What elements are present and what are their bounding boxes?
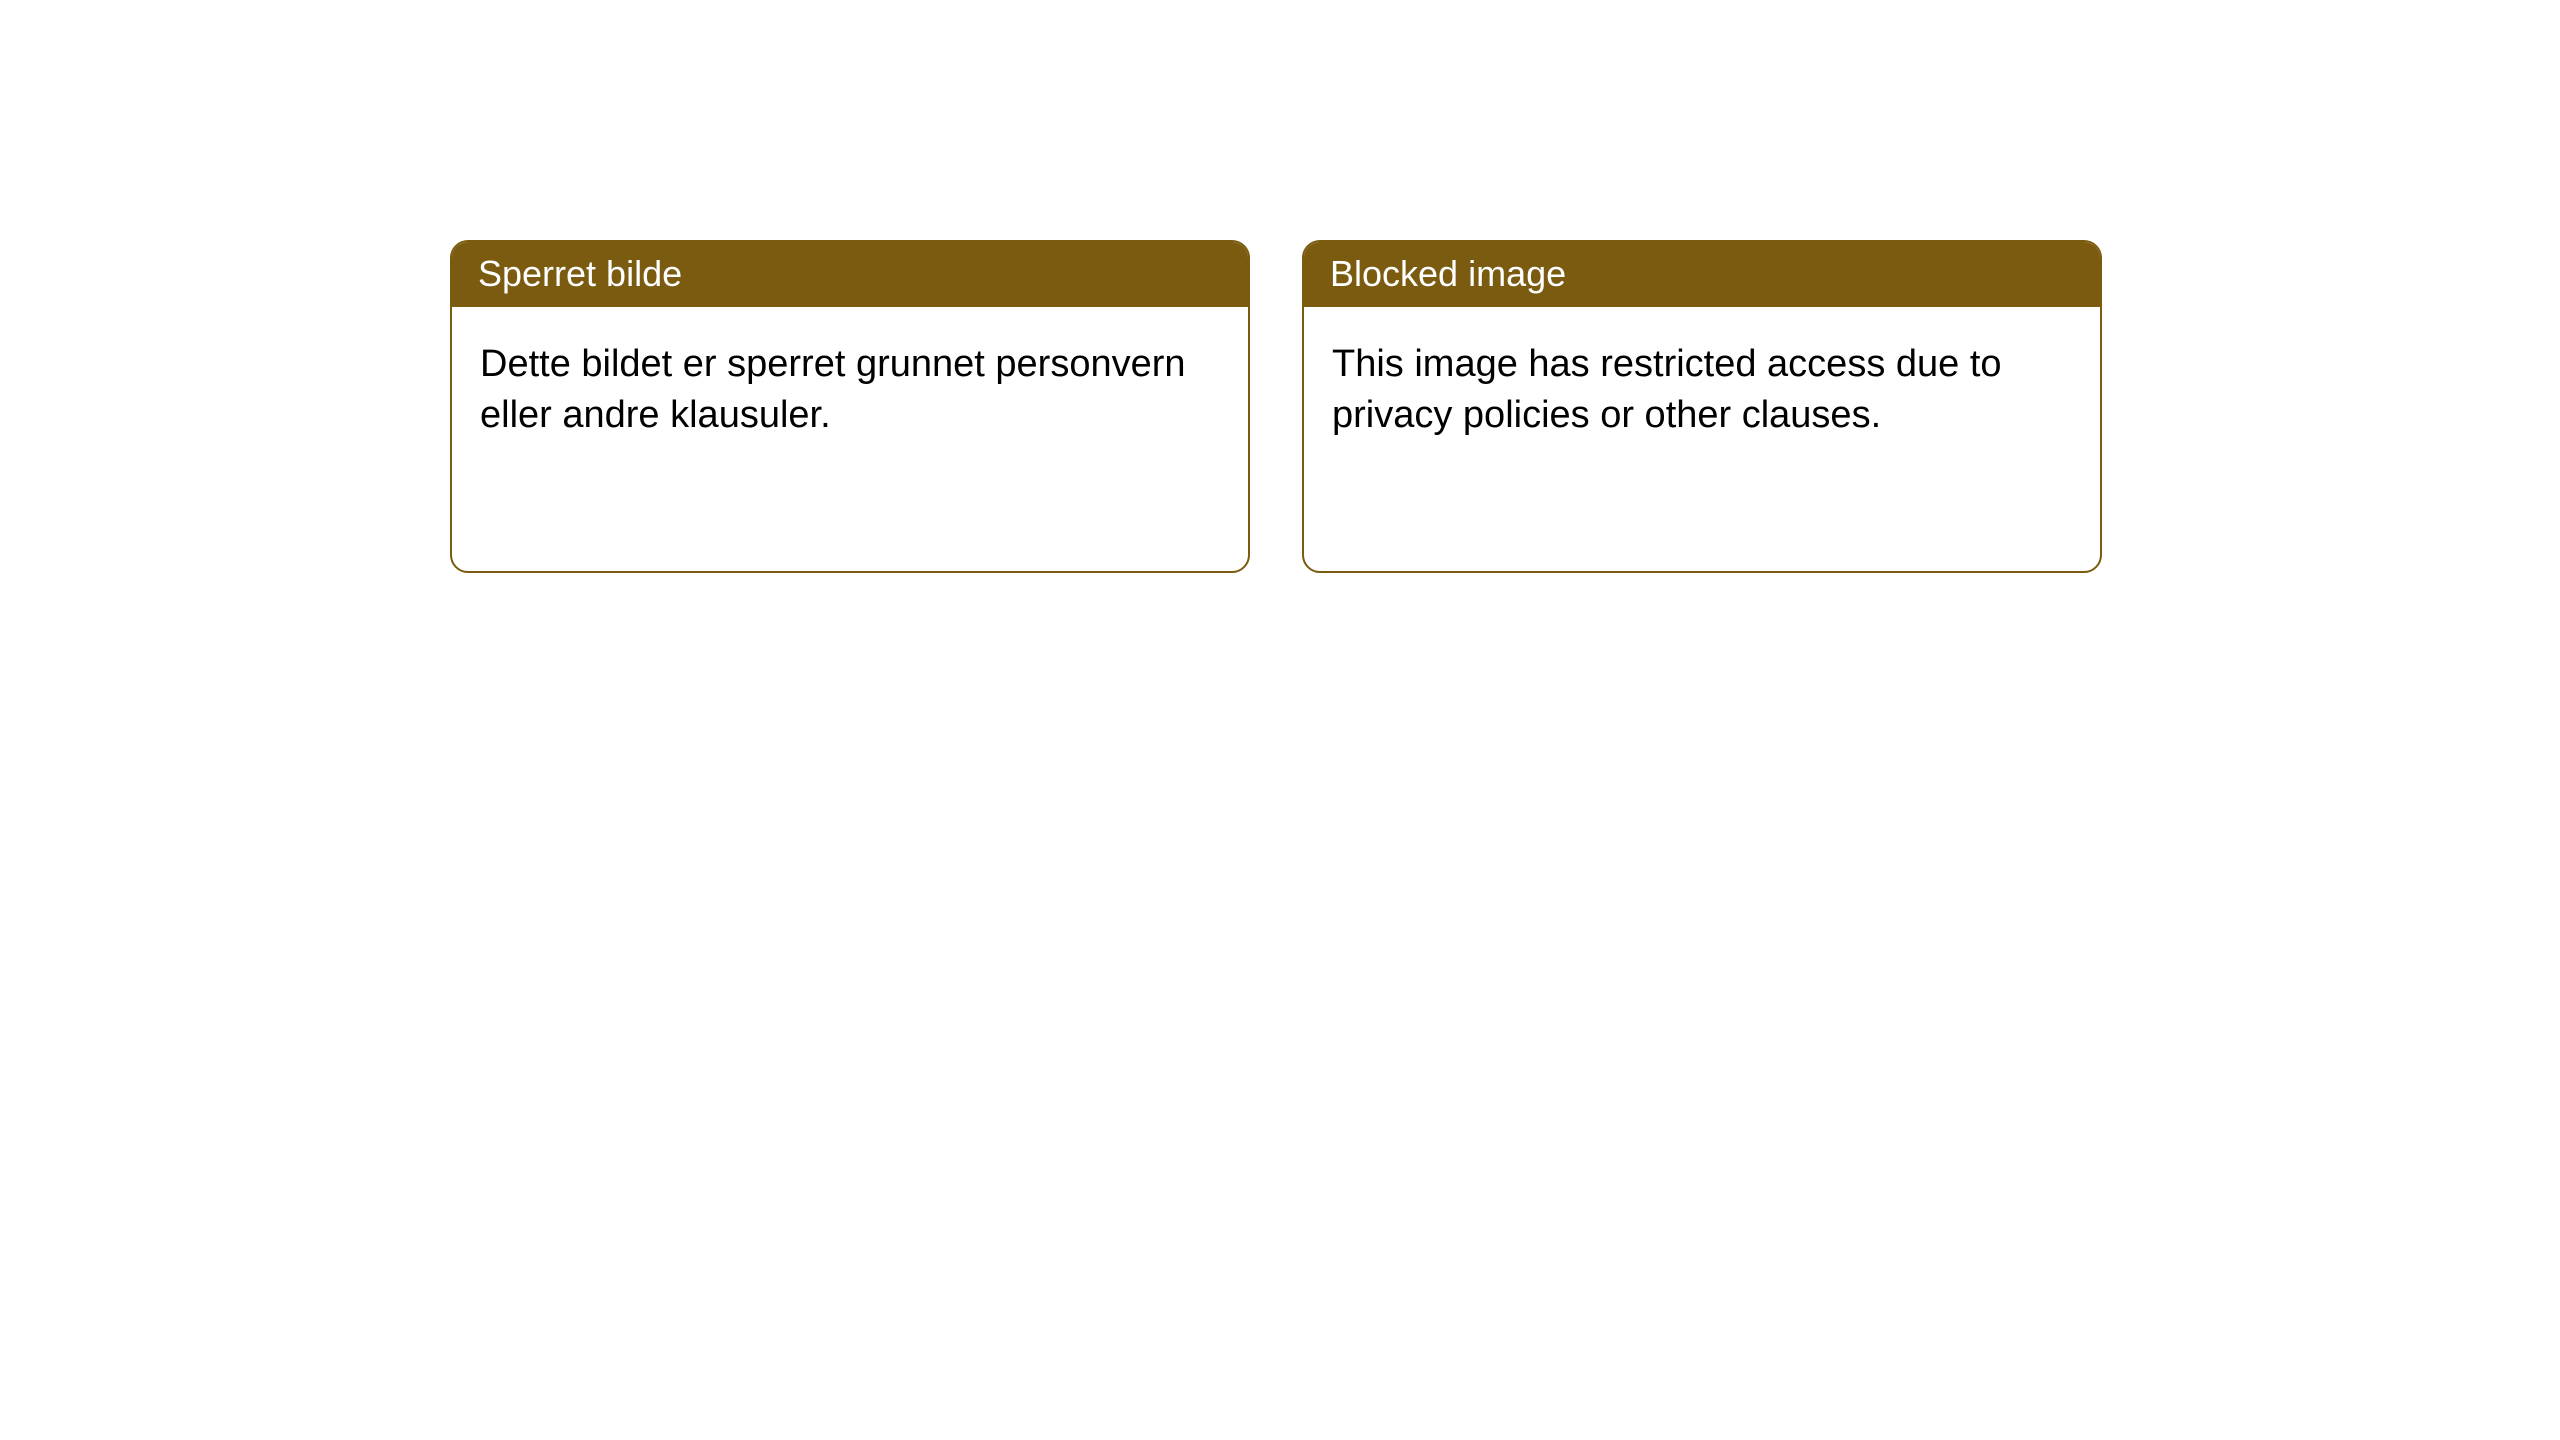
notice-card-title-norwegian: Sperret bilde [452,242,1248,307]
notice-container: Sperret bilde Dette bildet er sperret gr… [450,240,2102,573]
notice-card-body-norwegian: Dette bildet er sperret grunnet personve… [452,307,1248,474]
notice-card-norwegian: Sperret bilde Dette bildet er sperret gr… [450,240,1250,573]
notice-card-title-english: Blocked image [1304,242,2100,307]
notice-card-english: Blocked image This image has restricted … [1302,240,2102,573]
notice-card-body-english: This image has restricted access due to … [1304,307,2100,474]
